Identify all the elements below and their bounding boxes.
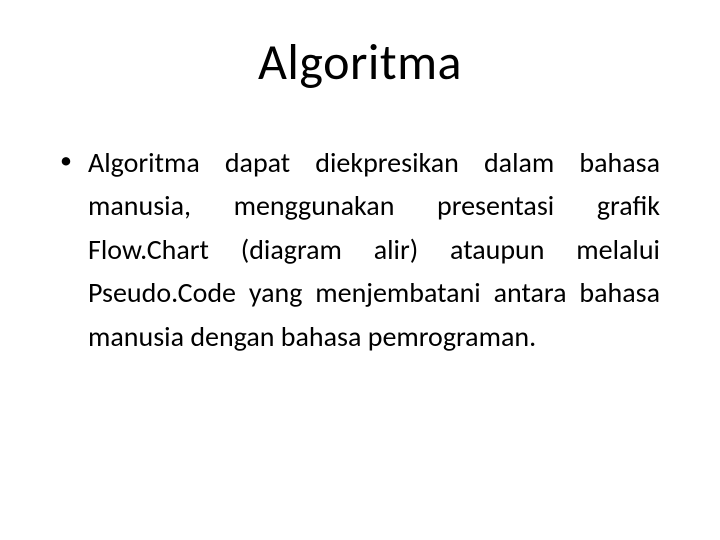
slide: Algoritma Algoritma dapat diekpresikan d… [0, 0, 720, 540]
bullet-list: Algoritma dapat diekpresikan dalam bahas… [60, 141, 660, 358]
bullet-text: Algoritma dapat diekpresikan dalam bahas… [88, 145, 660, 354]
list-item: Algoritma dapat diekpresikan dalam bahas… [60, 141, 660, 358]
slide-title: Algoritma [60, 32, 660, 93]
